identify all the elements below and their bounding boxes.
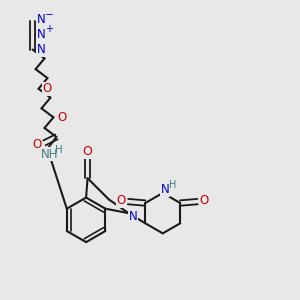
Text: O: O [82, 145, 92, 158]
Text: H: H [169, 180, 177, 190]
Text: O: O [57, 111, 66, 124]
Text: H: H [55, 145, 63, 155]
Text: N: N [129, 210, 137, 223]
Text: NH: NH [41, 148, 58, 161]
Text: N: N [161, 184, 170, 196]
Text: N: N [37, 43, 45, 56]
Text: N: N [37, 28, 45, 40]
Text: O: O [200, 194, 209, 208]
Text: O: O [42, 82, 52, 95]
Text: −: − [45, 10, 53, 20]
Text: O: O [117, 194, 126, 208]
Text: +: + [45, 24, 53, 34]
Text: N: N [37, 13, 45, 26]
Text: O: O [32, 138, 42, 151]
